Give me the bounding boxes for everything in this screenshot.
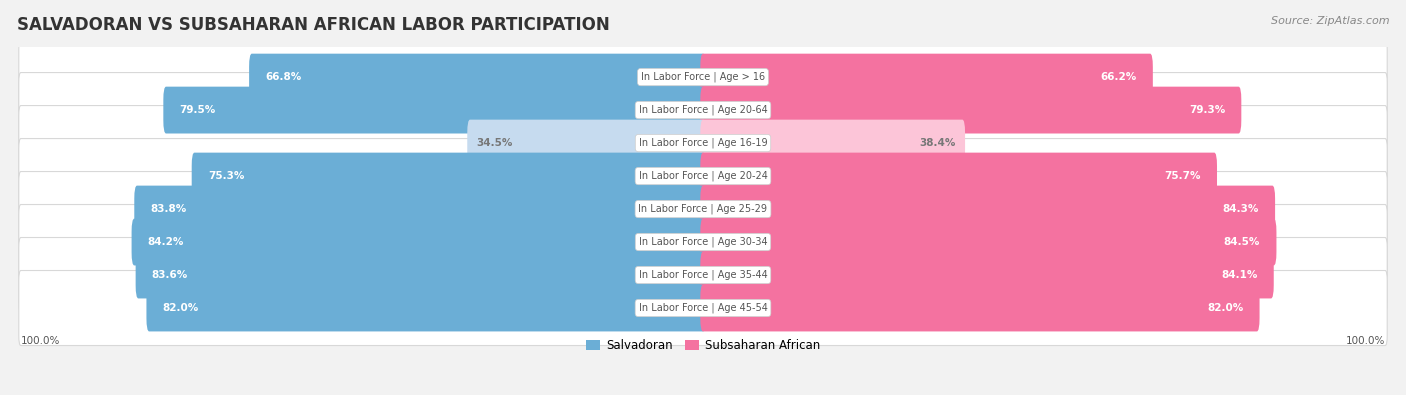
Text: 82.0%: 82.0%: [1208, 303, 1243, 313]
Text: 79.5%: 79.5%: [180, 105, 215, 115]
FancyBboxPatch shape: [700, 284, 1260, 331]
Text: In Labor Force | Age 16-19: In Labor Force | Age 16-19: [638, 138, 768, 148]
Text: In Labor Force | Age 25-29: In Labor Force | Age 25-29: [638, 204, 768, 214]
Text: 84.2%: 84.2%: [148, 237, 184, 247]
FancyBboxPatch shape: [18, 271, 1388, 346]
FancyBboxPatch shape: [163, 87, 706, 134]
FancyBboxPatch shape: [700, 152, 1218, 199]
Text: 100.0%: 100.0%: [1346, 336, 1385, 346]
Text: 82.0%: 82.0%: [163, 303, 198, 313]
Text: 83.6%: 83.6%: [152, 270, 188, 280]
Text: 38.4%: 38.4%: [920, 138, 956, 148]
Legend: Salvadoran, Subsaharan African: Salvadoran, Subsaharan African: [581, 334, 825, 357]
FancyBboxPatch shape: [135, 186, 706, 233]
Text: In Labor Force | Age > 16: In Labor Force | Age > 16: [641, 72, 765, 82]
FancyBboxPatch shape: [18, 139, 1388, 214]
Text: In Labor Force | Age 20-64: In Labor Force | Age 20-64: [638, 105, 768, 115]
FancyBboxPatch shape: [18, 105, 1388, 181]
FancyBboxPatch shape: [132, 218, 706, 265]
FancyBboxPatch shape: [18, 40, 1388, 115]
Text: 34.5%: 34.5%: [477, 138, 513, 148]
FancyBboxPatch shape: [467, 120, 706, 166]
FancyBboxPatch shape: [700, 120, 965, 166]
Text: Source: ZipAtlas.com: Source: ZipAtlas.com: [1271, 16, 1389, 26]
Text: In Labor Force | Age 35-44: In Labor Force | Age 35-44: [638, 270, 768, 280]
FancyBboxPatch shape: [18, 73, 1388, 148]
FancyBboxPatch shape: [700, 218, 1277, 265]
FancyBboxPatch shape: [18, 237, 1388, 312]
FancyBboxPatch shape: [135, 252, 706, 299]
Text: In Labor Force | Age 45-54: In Labor Force | Age 45-54: [638, 303, 768, 313]
Text: 75.7%: 75.7%: [1164, 171, 1201, 181]
Text: 83.8%: 83.8%: [150, 204, 187, 214]
FancyBboxPatch shape: [18, 205, 1388, 280]
FancyBboxPatch shape: [700, 87, 1241, 134]
FancyBboxPatch shape: [249, 54, 706, 100]
Text: 66.8%: 66.8%: [266, 72, 301, 82]
Text: In Labor Force | Age 20-24: In Labor Force | Age 20-24: [638, 171, 768, 181]
Text: 100.0%: 100.0%: [21, 336, 60, 346]
FancyBboxPatch shape: [146, 284, 706, 331]
Text: 75.3%: 75.3%: [208, 171, 245, 181]
FancyBboxPatch shape: [700, 186, 1275, 233]
FancyBboxPatch shape: [18, 171, 1388, 246]
Text: 84.5%: 84.5%: [1223, 237, 1260, 247]
Text: 66.2%: 66.2%: [1101, 72, 1136, 82]
Text: 79.3%: 79.3%: [1189, 105, 1225, 115]
Text: 84.3%: 84.3%: [1222, 204, 1258, 214]
FancyBboxPatch shape: [700, 54, 1153, 100]
FancyBboxPatch shape: [700, 252, 1274, 299]
Text: SALVADORAN VS SUBSAHARAN AFRICAN LABOR PARTICIPATION: SALVADORAN VS SUBSAHARAN AFRICAN LABOR P…: [17, 16, 610, 34]
FancyBboxPatch shape: [191, 152, 706, 199]
Text: In Labor Force | Age 30-34: In Labor Force | Age 30-34: [638, 237, 768, 247]
Text: 84.1%: 84.1%: [1222, 270, 1257, 280]
